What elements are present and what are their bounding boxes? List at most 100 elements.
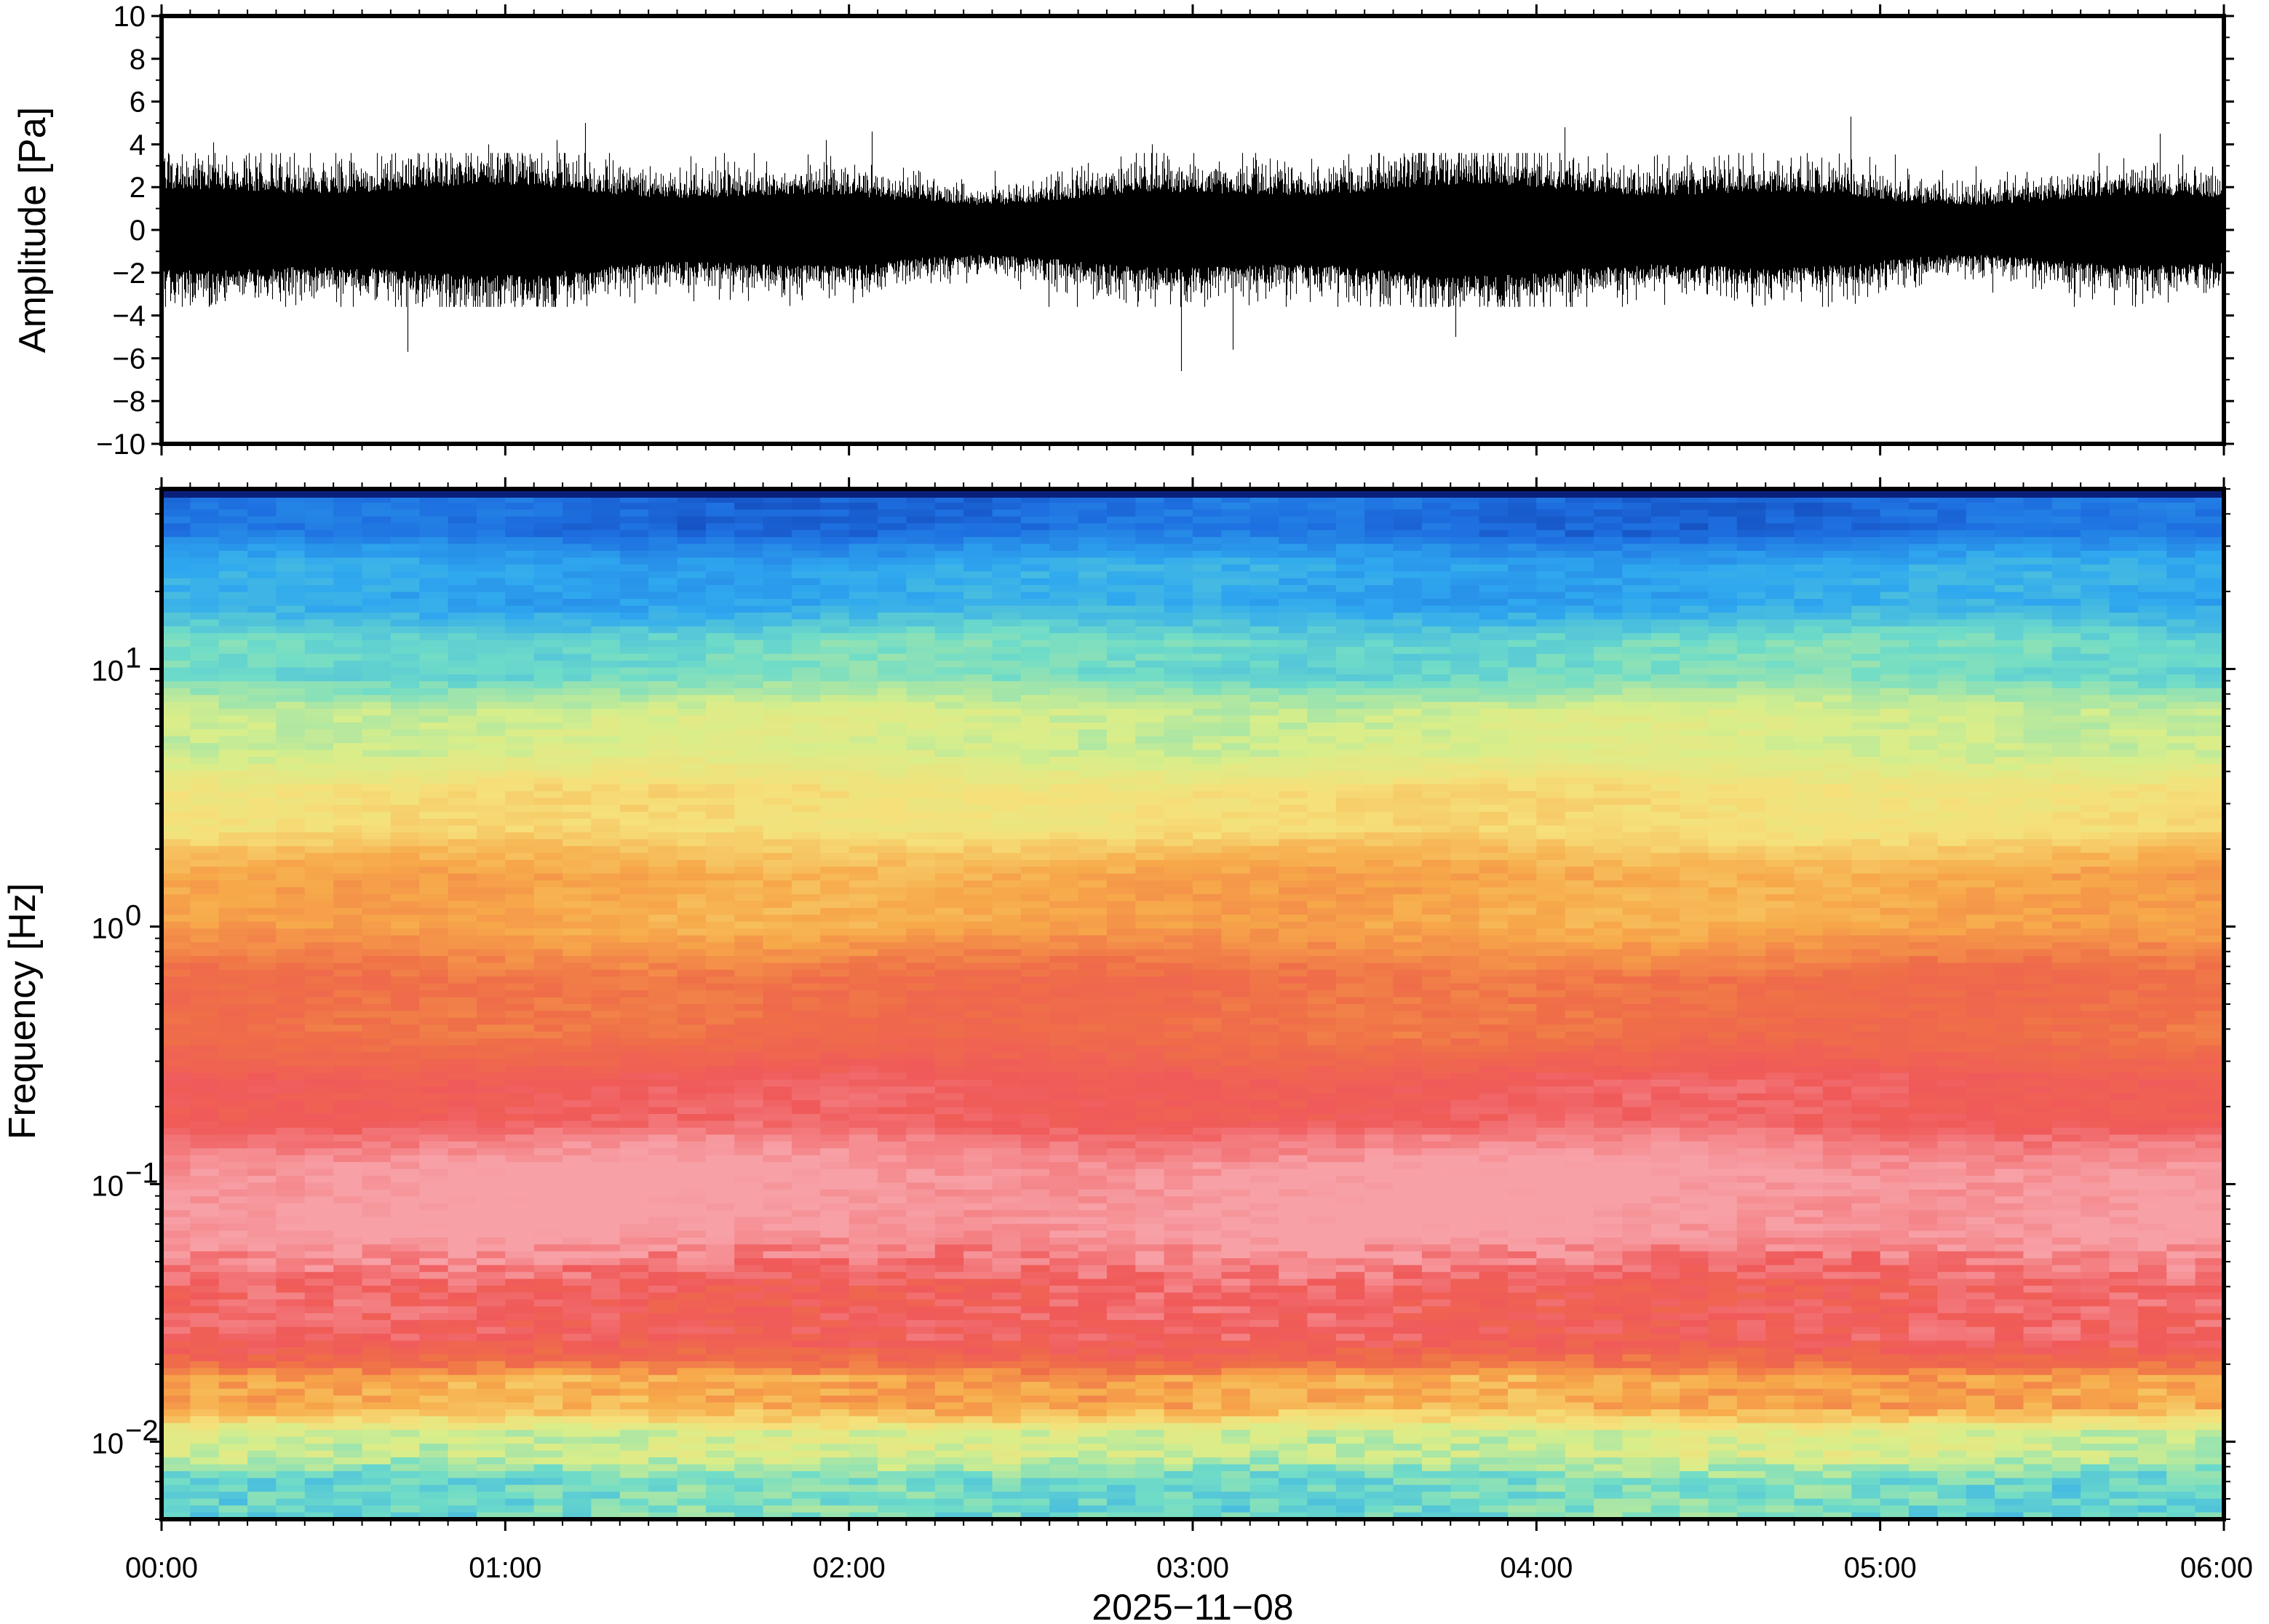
spectrogram-cell (2166, 571, 2196, 579)
spectrogram-cell (1708, 723, 1738, 731)
spectrogram-cell (878, 723, 907, 731)
spectrogram-cell (190, 921, 220, 929)
spectrogram-cell (162, 681, 191, 689)
spectrogram-cell (1736, 901, 1767, 909)
spectrogram-cell (1450, 859, 1480, 867)
spectrogram-cell (362, 901, 392, 909)
spectrogram-cell (304, 564, 334, 572)
spectrogram-cell (1765, 626, 1795, 634)
spectrogram-cell (190, 509, 220, 517)
spectrogram-cell (1650, 811, 1680, 819)
spectrogram-cell (1393, 537, 1423, 545)
spectrogram-cell (533, 667, 563, 675)
spectrogram-cell (448, 612, 477, 621)
spectrogram-cell (677, 797, 707, 805)
spectrogram-cell (276, 887, 306, 895)
spectrogram-cell (1049, 551, 1079, 559)
spectrogram-cell (1106, 509, 1137, 517)
spectrogram-cell (2137, 873, 2168, 881)
spectrogram-cell (878, 832, 907, 840)
spectrogram-cell (1622, 653, 1652, 661)
spectrogram-cell (591, 661, 621, 669)
spectrogram-cell (820, 688, 850, 696)
spectrogram-cell (1822, 715, 1853, 723)
spectrogram-cell (878, 757, 907, 765)
spectrogram-cell (362, 578, 392, 586)
spectrogram-cell (1536, 901, 1566, 909)
spectrogram-cell (1909, 661, 1939, 669)
spectrogram-cell (1421, 605, 1452, 613)
spectrogram-cell (333, 509, 363, 517)
spectrogram-cell (1594, 887, 1624, 895)
spectrogram-cell (619, 585, 649, 593)
spectrogram-cell (2166, 791, 2196, 799)
spectrogram-cell (1106, 763, 1137, 771)
spectrogram-cell (1135, 599, 1165, 607)
spectrogram-cell (218, 928, 248, 936)
spectrogram-cell (1049, 797, 1079, 805)
spectrogram-cell (362, 880, 392, 888)
spectrogram-cell (1880, 907, 1910, 915)
spectrogram-cell (1794, 921, 1824, 929)
spectrogram-cell (1594, 859, 1624, 867)
spectrogram-cell (419, 880, 449, 888)
spectrogram-cell (1364, 578, 1394, 586)
spectrogram-cell (1622, 599, 1652, 607)
spectrogram-cell (304, 777, 334, 785)
spectrogram-cell (477, 709, 506, 717)
spectrogram-cell (2137, 805, 2168, 813)
spectrogram-cell (1393, 674, 1423, 682)
spectrogram-cell (1622, 811, 1652, 819)
spectrogram-cell (1995, 894, 2024, 902)
spectrogram-cell (1364, 551, 1394, 559)
spectrogram-cell (1164, 585, 1193, 593)
spectrogram-cell (1450, 599, 1480, 607)
spectrogram-cell (2166, 894, 2196, 902)
spectrogram-cell (162, 571, 191, 579)
spectrogram-cell (906, 653, 936, 661)
spectrogram-cell (1765, 771, 1795, 779)
spectrogram-cell (906, 791, 936, 799)
spectrogram-cell (362, 502, 392, 511)
spectrogram-cell (1249, 544, 1279, 552)
spectrogram-cell (1307, 509, 1337, 517)
spectrogram-cell (1307, 667, 1337, 675)
spectrogram-cell (1221, 709, 1251, 717)
spectrogram-cell (1049, 845, 1079, 854)
spectrogram-cell (1508, 544, 1538, 552)
spectrogram-cell (734, 633, 764, 641)
spectrogram-cell (992, 523, 1022, 531)
spectrogram-cell (1909, 619, 1939, 627)
spectrogram-cell (1594, 537, 1624, 545)
spectrogram-cell (2137, 763, 2168, 771)
spectrogram-cell (591, 777, 621, 785)
spectrogram-cell (1479, 853, 1509, 861)
spectrogram-cell (1650, 791, 1680, 799)
spectrogram-cell (1995, 509, 2024, 517)
spectrogram-cell (448, 619, 477, 627)
spectrogram-cell (992, 495, 1022, 503)
spectrogram-cell (1049, 771, 1079, 779)
spectrogram-cell (992, 894, 1022, 902)
spectrogram-cell (2051, 894, 2081, 902)
spectrogram-cell (1650, 777, 1680, 785)
spectrogram-cell (505, 640, 535, 648)
spectrogram-cell (218, 674, 248, 682)
spectrogram-cell (820, 839, 850, 847)
spectrogram-cell (591, 564, 621, 572)
spectrogram-cell (1909, 502, 1939, 511)
spectrogram-cell (2166, 701, 2196, 709)
spectrogram-cell (1307, 523, 1337, 531)
spectrogram-cell (591, 845, 621, 854)
spectrogram-cell (2051, 551, 2081, 559)
spectrogram-cell (1307, 880, 1337, 888)
spectrogram-cell (820, 557, 850, 565)
spectrogram-cell (705, 537, 736, 545)
spectrogram-cell (2081, 688, 2110, 696)
spectrogram-cell (906, 626, 936, 634)
spectrogram-cell (1966, 729, 1995, 737)
spectrogram-cell (1421, 495, 1452, 503)
spectrogram-cell (1565, 763, 1594, 771)
spectrogram-cell (1249, 626, 1279, 634)
spectrogram-cell (963, 585, 993, 593)
